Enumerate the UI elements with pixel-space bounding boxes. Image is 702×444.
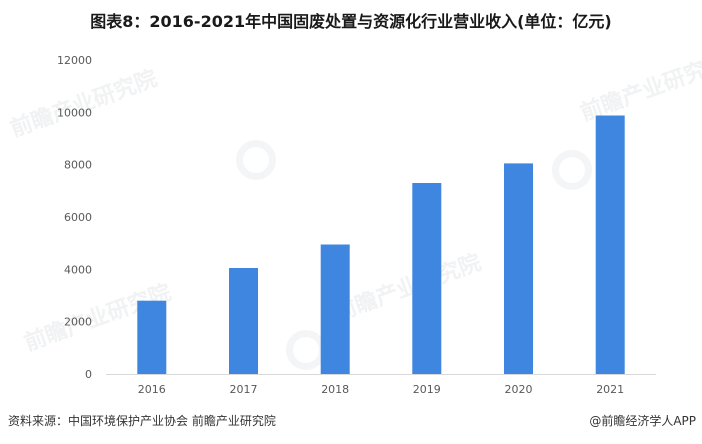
y-tick-label: 8000 <box>64 159 92 172</box>
bar-2019 <box>412 183 442 374</box>
y-tick-label: 10000 <box>57 106 92 119</box>
x-tick-label: 2018 <box>321 383 349 396</box>
bar-2021 <box>595 115 625 374</box>
chart-title: 图表8：2016-2021年中国固废处置与资源化行业营业收入(单位：亿元) <box>90 12 612 31</box>
y-tick-label: 12000 <box>57 54 92 67</box>
bar-2017 <box>229 268 258 374</box>
x-tick-label: 2020 <box>505 383 533 396</box>
x-tick-label: 2019 <box>413 383 441 396</box>
bar-2018 <box>320 244 350 374</box>
x-tick-label: 2021 <box>596 383 624 396</box>
source-note: 资料来源：中国环境保护产业协会 前瞻产业研究院 <box>8 414 276 428</box>
y-tick-label: 6000 <box>64 211 92 224</box>
x-tick-label: 2017 <box>230 383 258 396</box>
y-tick-label: 2000 <box>64 316 92 329</box>
y-tick-label: 4000 <box>64 263 92 276</box>
y-tick-label: 0 <box>85 368 92 381</box>
bar-2020 <box>504 163 533 374</box>
bar-2016 <box>137 300 167 374</box>
x-tick-label: 2016 <box>138 383 166 396</box>
brand-credit: @前瞻经济学人APP <box>589 414 696 428</box>
